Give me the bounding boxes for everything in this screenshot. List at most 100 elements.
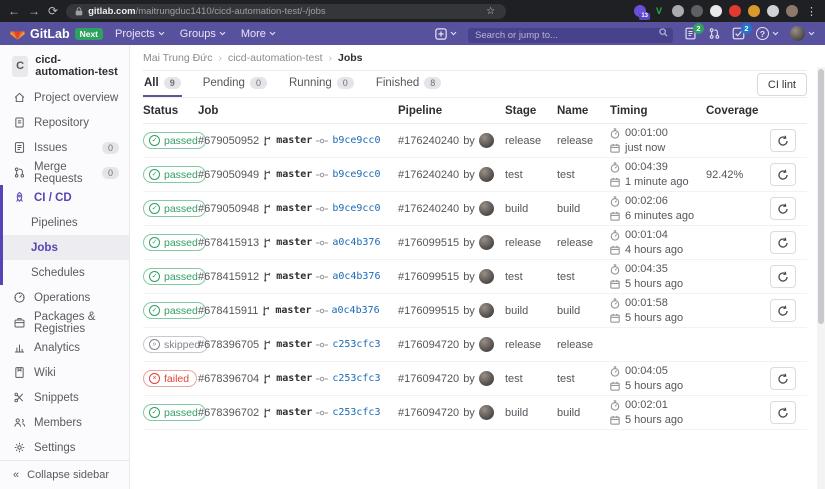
sidebar-item-operations[interactable]: Operations [0,285,129,310]
pipeline-author-avatar[interactable] [478,371,494,386]
commit-link[interactable]: a0c4b376 [331,305,380,316]
merge-requests-button[interactable] [708,27,721,40]
pipeline-author-avatar[interactable] [478,303,494,318]
pipeline-link[interactable]: #176240240 [398,202,460,215]
sidebar-item-repository[interactable]: Repository [0,110,129,135]
ext-record-icon[interactable] [729,5,741,17]
tab-all[interactable]: All 9 [143,71,182,97]
retry-job-button[interactable] [770,367,796,390]
branch-link[interactable]: master [276,271,313,282]
job-status-badge[interactable]: ✓ passed [143,302,206,319]
browser-reload-icon[interactable]: ⟳ [48,4,59,18]
breadcrumb-namespace[interactable]: Mai Trung Đức [143,51,213,64]
job-id-link[interactable]: #679050952 [198,134,260,147]
pipeline-link[interactable]: #176094720 [398,338,460,351]
issues-dropdown-button[interactable]: 2 [684,23,704,40]
nav-link-groups[interactable]: Groups [180,28,226,40]
retry-job-button[interactable] [770,299,796,322]
job-status-badge[interactable]: ✓ passed [143,200,206,217]
sidebar-item-schedules[interactable]: Schedules [0,260,129,285]
sidebar-item-packages-registries[interactable]: Packages & Registries [0,310,129,335]
sidebar-item-ci-cd[interactable]: CI / CD [0,185,129,210]
ext-target-icon[interactable] [691,5,703,17]
pipeline-author-avatar[interactable] [478,167,494,182]
retry-job-button[interactable] [770,401,796,424]
branch-link[interactable]: master [276,373,313,384]
address-bar[interactable]: gitlab.com/maitrungduc1410/cicd-automati… [66,3,507,19]
pipeline-link[interactable]: #176099515 [398,270,460,283]
browser-forward-icon[interactable]: → [28,4,40,18]
branch-link[interactable]: master [276,169,313,180]
ext-gear-icon[interactable] [672,5,684,17]
commit-link[interactable]: b9ce9cc0 [332,203,381,214]
ext-ring-icon[interactable] [748,5,760,17]
pipeline-author-avatar[interactable] [478,269,494,284]
commit-link[interactable]: c253cfc3 [332,407,381,418]
job-status-badge[interactable]: ✓ passed [143,404,206,421]
job-status-badge[interactable]: × failed [143,370,198,387]
sidebar-item-settings[interactable]: Settings [0,435,129,460]
new-menu-button[interactable] [435,27,457,40]
pipeline-author-avatar[interactable] [478,133,494,148]
job-id-link[interactable]: #678396702 [198,406,260,419]
sidebar-item-jobs[interactable]: Jobs [0,235,129,260]
job-id-link[interactable]: #679050948 [198,202,260,215]
branch-link[interactable]: master [276,407,313,418]
nav-link-projects[interactable]: Projects [115,28,165,40]
page-scrollbar[interactable] [817,67,825,489]
job-status-badge[interactable]: » skipped [143,336,209,353]
sidebar-item-pipelines[interactable]: Pipelines [0,210,129,235]
todos-button[interactable]: 2 [732,23,752,40]
sidebar-item-project-overview[interactable]: Project overview [0,85,129,110]
pipeline-link[interactable]: #176099515 [398,304,460,317]
ci-lint-button[interactable]: CI lint [756,73,807,96]
breadcrumb-project[interactable]: cicd-automation-test [227,51,323,64]
browser-profile-avatar[interactable] [786,5,798,17]
commit-link[interactable]: b9ce9cc0 [332,169,381,180]
ext-v-icon[interactable]: V [655,6,662,16]
branch-link[interactable]: master [276,135,313,146]
pipeline-link[interactable]: #176240240 [398,168,460,181]
project-header[interactable]: C cicd-automation-test [0,45,129,85]
retry-job-button[interactable] [770,265,796,288]
sidebar-item-wiki[interactable]: Wiki [0,360,129,385]
job-status-badge[interactable]: ✓ passed [143,234,206,251]
ext-pin-icon[interactable] [767,5,779,17]
retry-job-button[interactable] [770,231,796,254]
sidebar-item-members[interactable]: Members [0,410,129,435]
scrollbar-thumb[interactable] [818,69,824,324]
sidebar-item-snippets[interactable]: Snippets [0,385,129,410]
commit-link[interactable]: b9ce9cc0 [332,135,381,146]
tab-running[interactable]: Running 0 [288,71,355,97]
pipeline-link[interactable]: #176240240 [398,134,460,147]
pipeline-author-avatar[interactable] [478,235,494,250]
commit-link[interactable]: a0c4b376 [332,237,381,248]
retry-job-button[interactable] [770,129,796,152]
commit-link[interactable]: c253cfc3 [332,373,381,384]
branch-link[interactable]: master [276,203,313,214]
retry-job-button[interactable] [770,163,796,186]
gitlab-logo[interactable]: GitLab Next [10,26,104,41]
pipeline-author-avatar[interactable] [478,405,494,420]
job-id-link[interactable]: #678396704 [198,372,260,385]
ext-upload-icon[interactable]: 13 [634,5,650,20]
job-id-link[interactable]: #678415911 [198,304,259,317]
job-status-badge[interactable]: ✓ passed [143,132,206,149]
job-id-link[interactable]: #678396705 [198,338,260,351]
branch-link[interactable]: master [276,237,313,248]
search-input[interactable] [468,27,673,43]
pipeline-author-avatar[interactable] [478,201,494,216]
ext-card-icon[interactable] [710,5,722,17]
collapse-sidebar-button[interactable]: « Collapse sidebar [0,460,129,489]
pipeline-link[interactable]: #176099515 [398,236,460,249]
branch-link[interactable]: master [275,305,312,316]
tab-finished[interactable]: Finished 8 [375,71,442,97]
sidebar-item-merge-requests[interactable]: Merge Requests 0 [0,160,129,185]
browser-menu-icon[interactable]: ⋮ [806,5,817,18]
branch-link[interactable]: master [276,339,313,350]
commit-link[interactable]: a0c4b376 [332,271,381,282]
browser-back-icon[interactable]: ← [8,4,20,18]
nav-link-more[interactable]: More [241,28,276,40]
sidebar-item-issues[interactable]: Issues 0 [0,135,129,160]
pipeline-author-avatar[interactable] [478,337,494,352]
